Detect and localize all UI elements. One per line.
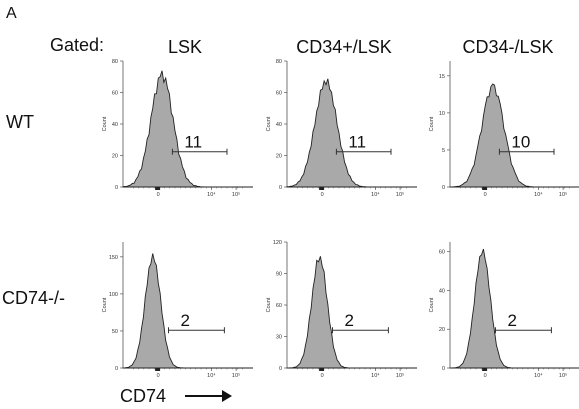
x-axis-title: CD74 [120, 386, 166, 406]
gate-percent-label: 2 [508, 311, 517, 330]
y-axis-label: Count [266, 116, 272, 131]
x-tick-label: 10⁵ [396, 191, 404, 198]
plot-axes [449, 61, 579, 188]
x-axis-arrow [185, 390, 232, 402]
y-axis-label: Count [102, 297, 108, 312]
y-tick-label: 15 [439, 74, 445, 80]
y-axis-label: Count [429, 116, 435, 131]
y-tick-label: 90 [276, 272, 282, 278]
y-tick-label: 0 [115, 366, 118, 372]
histogram-area [286, 256, 417, 369]
x-tick-label: 10⁵ [559, 191, 567, 198]
gate-percent-label: 2 [345, 311, 354, 330]
zero-marker [482, 187, 488, 190]
x-tick-label: 0 [157, 192, 160, 198]
y-tick-label: 120 [273, 240, 282, 246]
y-tick-label: 5 [442, 148, 445, 154]
y-tick-label: 20 [276, 154, 282, 160]
y-tick-label: 60 [439, 250, 445, 256]
histogram-area [122, 70, 253, 188]
histogram-panel-1: 0 20 40 60 80 Count 0 10⁴ 10⁵ 11 [102, 59, 253, 198]
x-tick-label: 10⁴ [371, 191, 380, 198]
y-tick-label: 20 [112, 154, 118, 160]
row-label-cd74-ko: CD74-/- [2, 288, 65, 308]
x-tick-label: 10⁵ [232, 191, 240, 198]
x-tick-label: 0 [484, 373, 487, 379]
histogram-panel-6: 0 20 40 60 Count 0 10⁴ 10⁵ 2 [429, 242, 579, 379]
x-tick-label: 10⁴ [534, 372, 543, 379]
gate-percent-label: 11 [184, 133, 202, 152]
y-tick-label: 80 [276, 59, 282, 65]
y-tick-label: 40 [112, 122, 118, 128]
x-tick-label: 10⁴ [207, 372, 216, 379]
zero-marker [155, 187, 161, 190]
y-tick-label: 0 [115, 185, 118, 191]
row-label-wt: WT [6, 112, 34, 132]
gate-percent-label: 2 [181, 311, 190, 330]
y-tick-label: 80 [112, 59, 118, 65]
y-tick-label: 30 [276, 335, 282, 341]
column-header-cd34pos: CD34+/LSK [296, 37, 392, 57]
histogram-area [286, 78, 417, 188]
x-tick-label: 0 [321, 192, 324, 198]
y-tick-label: 10 [439, 111, 445, 117]
y-tick-label: 40 [276, 122, 282, 128]
y-axis-label: Count [266, 297, 272, 312]
y-tick-label: 60 [112, 91, 118, 97]
gate-percent-label: 10 [511, 133, 530, 152]
histogram-area [449, 248, 579, 369]
y-tick-label: 0 [279, 366, 282, 372]
y-tick-label: 60 [276, 303, 282, 309]
column-header-cd34neg: CD34-/LSK [462, 37, 553, 57]
x-tick-label: 10⁵ [232, 372, 240, 379]
histogram-area [449, 83, 579, 188]
column-header-lsk: LSK [168, 37, 202, 57]
y-tick-label: 50 [112, 329, 118, 335]
histogram-panel-2: 0 20 40 60 80 Count 0 10⁴ 10⁵ 11 [266, 59, 417, 198]
zero-marker [319, 187, 325, 190]
x-tick-label: 0 [484, 192, 487, 198]
x-tick-label: 10⁵ [396, 372, 404, 379]
y-tick-label: 0 [279, 185, 282, 191]
gated-label: Gated: [50, 35, 104, 55]
zero-marker [155, 368, 161, 371]
histogram-panel-3: 0 5 10 15 Count 0 10⁴ 10⁵ 10 [429, 61, 579, 198]
y-tick-label: 0 [442, 185, 445, 191]
x-tick-label: 0 [157, 373, 160, 379]
y-tick-label: 20 [439, 327, 445, 333]
histogram-panel-5: 0 30 60 90 120 Count 0 10⁴ 10⁵ 2 [266, 240, 417, 379]
y-axis-label: Count [102, 116, 108, 131]
panel-letter: A [6, 5, 17, 22]
gate-percent-label: 11 [348, 133, 366, 152]
x-tick-label: 10⁴ [207, 191, 216, 198]
zero-marker [319, 368, 325, 371]
zero-marker [482, 368, 488, 371]
x-tick-label: 10⁴ [371, 372, 380, 379]
y-tick-label: 40 [439, 288, 445, 294]
y-axis-label: Count [429, 297, 435, 312]
x-tick-label: 10⁵ [559, 372, 567, 379]
x-tick-label: 10⁴ [534, 191, 543, 198]
histogram-area [122, 253, 253, 369]
x-tick-label: 0 [321, 373, 324, 379]
y-tick-label: 60 [276, 91, 282, 97]
histogram-panel-4: 0 50 100 150 Count 0 10⁴ 10⁵ 2 [102, 242, 253, 379]
y-tick-label: 150 [109, 255, 118, 261]
y-tick-label: 0 [442, 366, 445, 372]
y-tick-label: 100 [109, 292, 118, 298]
